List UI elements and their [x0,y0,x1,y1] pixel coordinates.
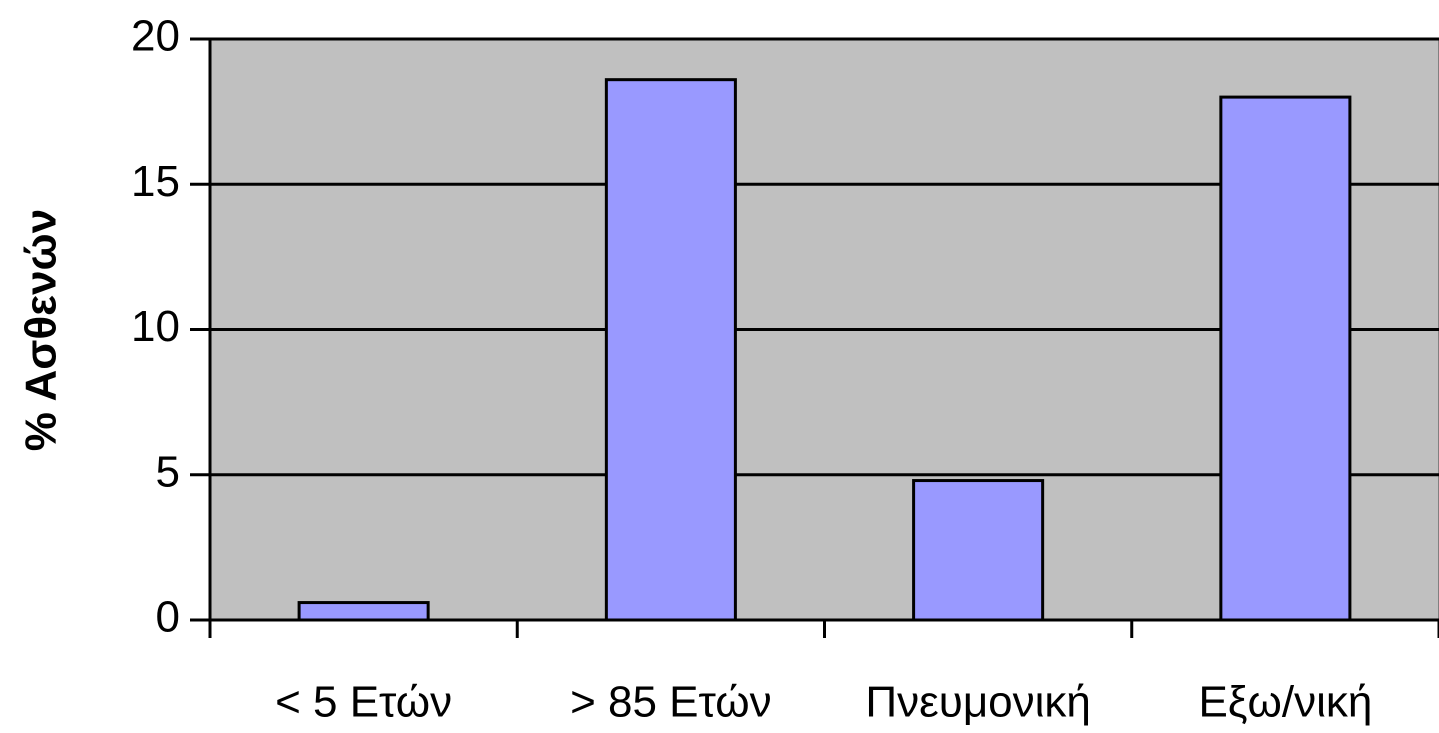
bar [1219,95,1352,622]
bar [912,479,1045,622]
x-tick-label: Πνευμονική [865,678,1091,727]
y-axis-label: % Ασθενών [17,209,66,451]
bar [604,78,737,622]
y-tick-label: 20 [131,12,180,61]
x-tick-label: > 85 Ετών [570,678,772,727]
y-tick-label: 0 [156,593,180,642]
bar [297,601,430,622]
y-tick-label: 10 [131,302,180,351]
y-tick-label: 5 [156,447,180,496]
x-tick-label: Εξω/νική [1198,678,1372,727]
x-tick-label: < 5 Ετών [275,678,452,727]
y-tick-label: 15 [131,157,180,206]
